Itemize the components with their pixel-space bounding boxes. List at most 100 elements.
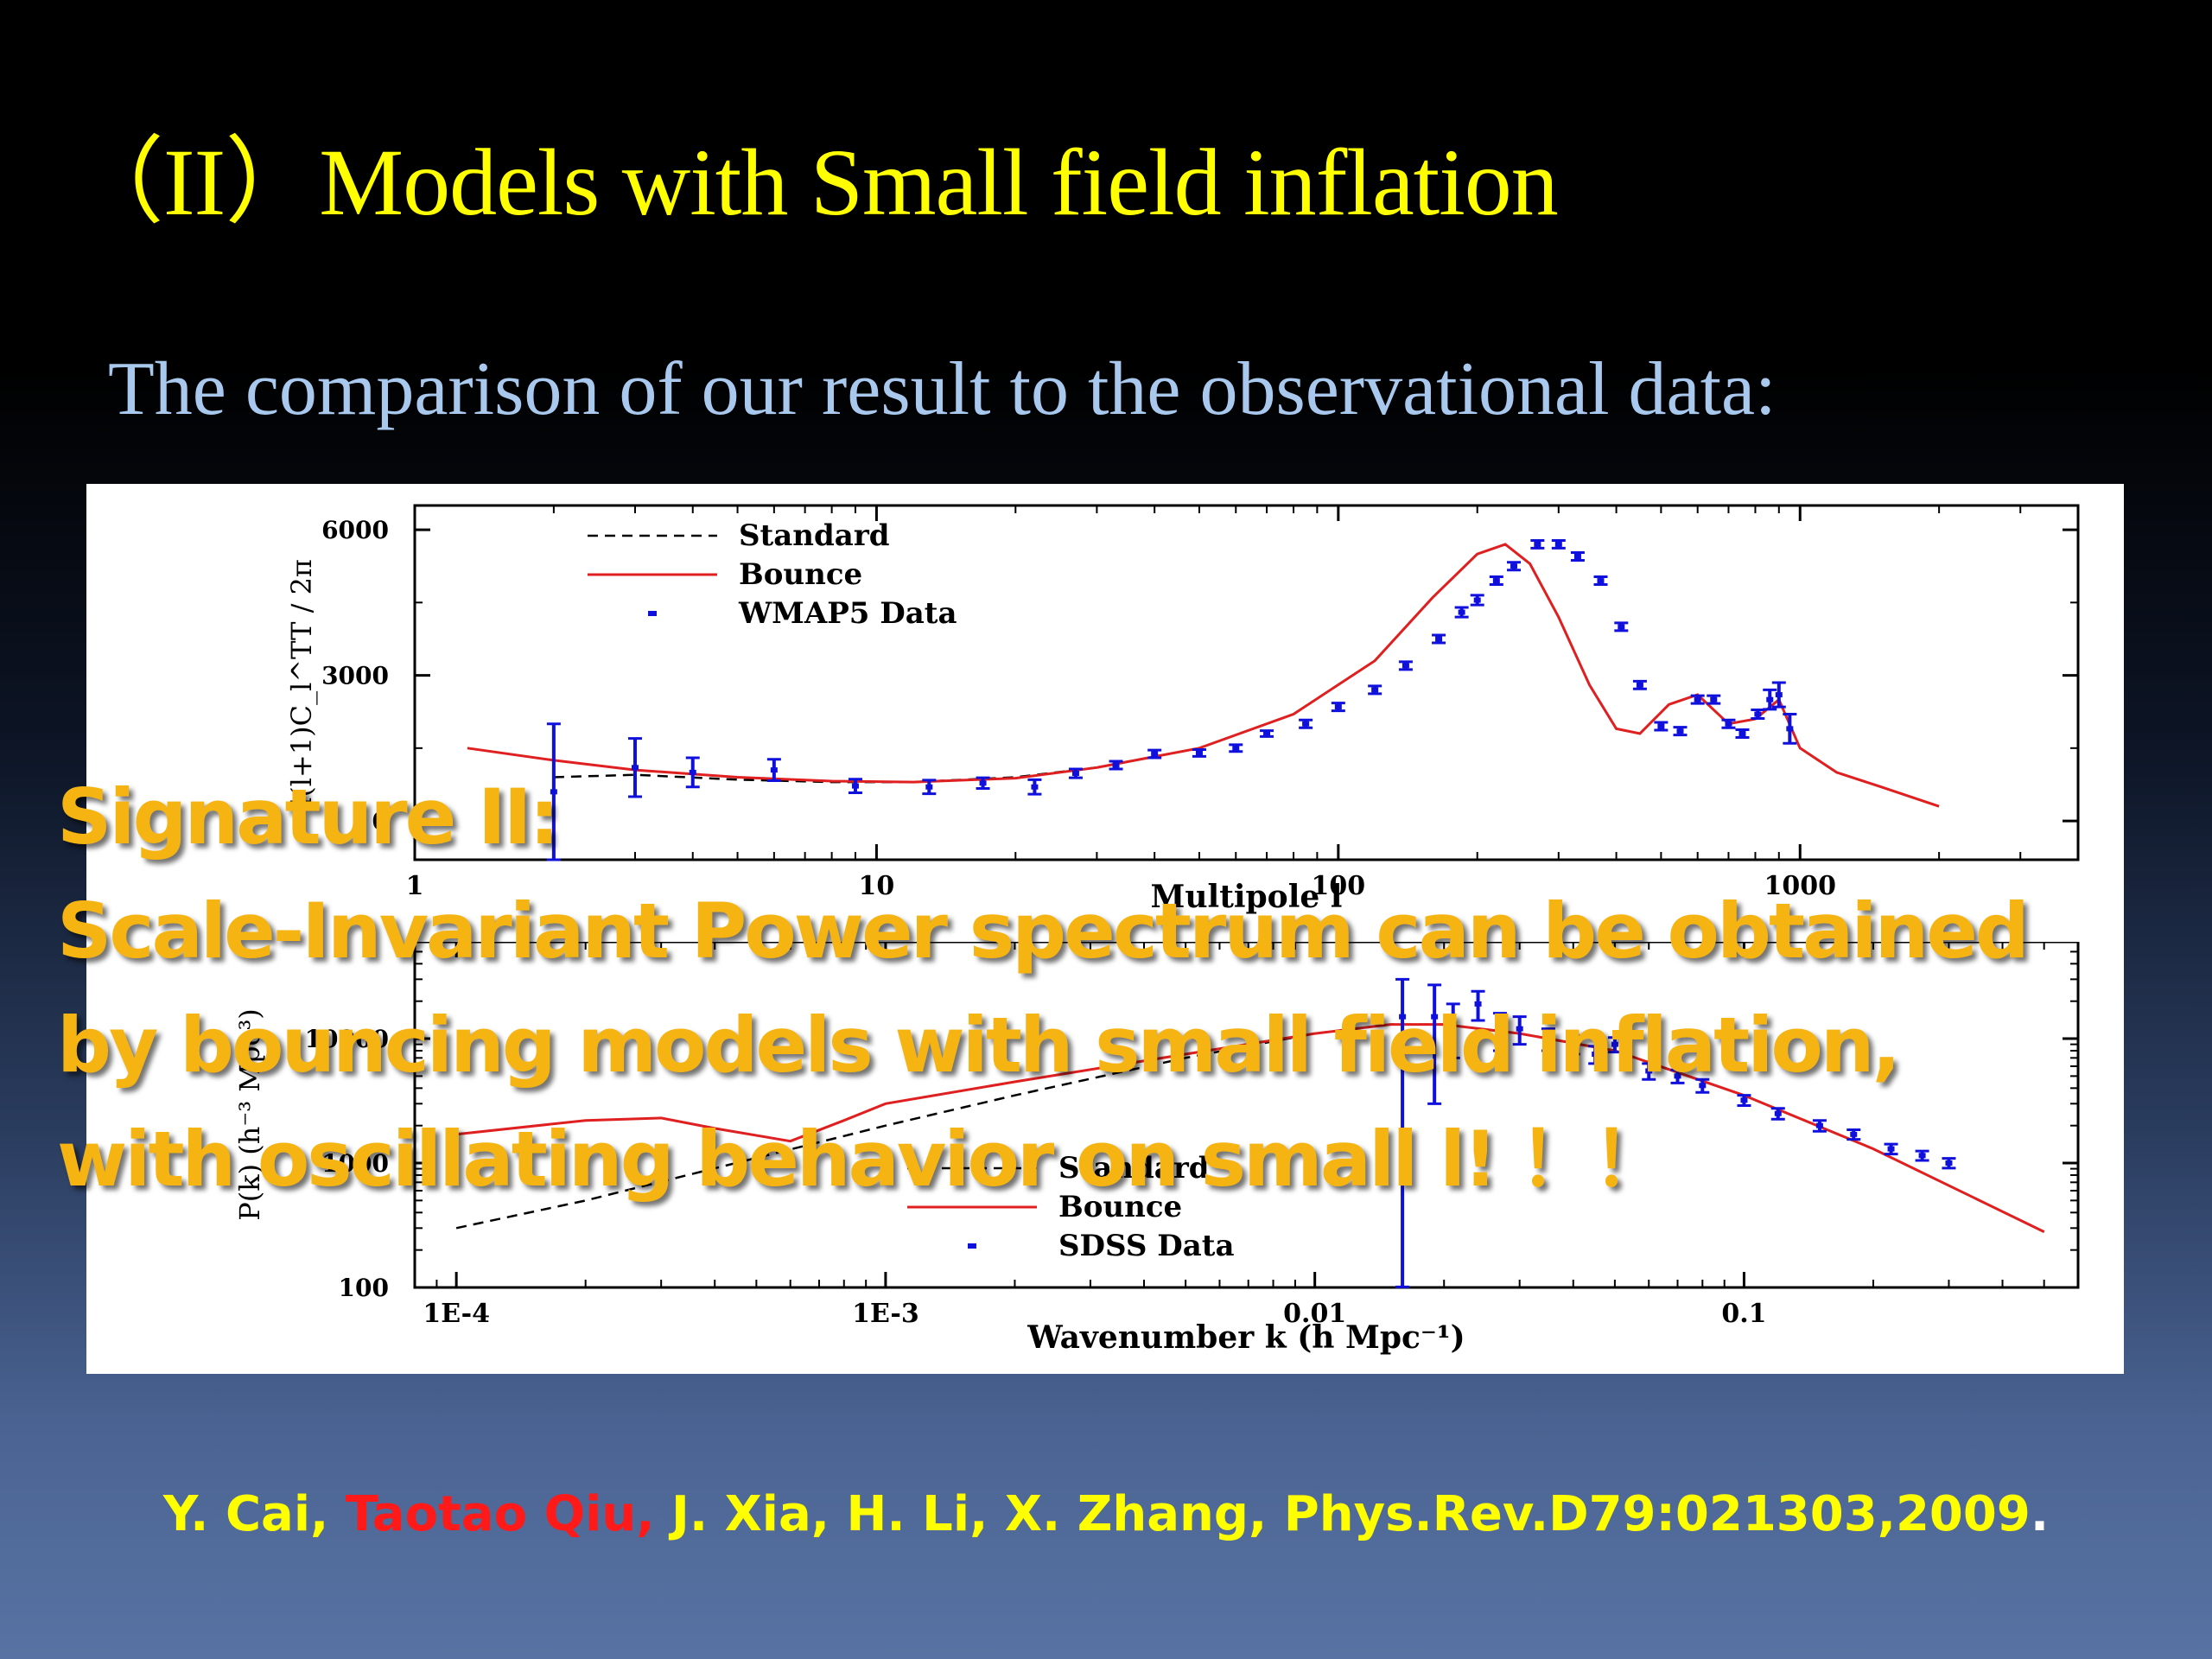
- data-point: [1232, 745, 1240, 751]
- data-point: [1674, 1073, 1681, 1079]
- legend-label: Bounce: [1058, 1190, 1182, 1224]
- citation: Y. Cai, Taotao Qiu, J. Xia, H. Li, X. Zh…: [0, 1486, 2212, 1542]
- data-point: [1918, 1153, 1926, 1159]
- data-point: [1887, 1146, 1895, 1152]
- data-point: [1945, 1160, 1953, 1166]
- data-point: [1618, 624, 1625, 630]
- data-point: [1676, 728, 1684, 734]
- data-point: [1031, 784, 1039, 790]
- plot-frame: [413, 504, 2080, 861]
- data-point: [1636, 682, 1643, 688]
- data-point: [1334, 704, 1342, 710]
- data-point: [1112, 762, 1120, 768]
- y-tick-label: 100: [339, 1274, 389, 1302]
- bounce-curve: [455, 1023, 2045, 1233]
- slide-title: （II）Models with Small field inflation: [69, 130, 1559, 235]
- data-point: [550, 789, 557, 795]
- legend-label: SDSS Data: [1058, 1229, 1235, 1263]
- legend-swatch-data: [968, 1243, 976, 1249]
- data-point: [1151, 751, 1159, 757]
- data-point: [1402, 663, 1409, 669]
- citation-highlight-author: Taotao Qiu,: [345, 1486, 655, 1542]
- y-axis-label: P(k) (h⁻³ Mpc³): [233, 1008, 266, 1221]
- x-tick-label: 1: [406, 871, 424, 901]
- figure-panel: 1 10 100 1000 0 3000 6000 Multipole l l(l+1)C_l^…: [86, 484, 2124, 1374]
- data-point: [1569, 1041, 1577, 1047]
- data-point: [1195, 750, 1203, 756]
- data-point: [1554, 541, 1562, 547]
- x-axis-label: Wavenumber k (h Mpc⁻¹): [1027, 1319, 1465, 1356]
- data-point: [1710, 696, 1718, 702]
- overlay-line: Signature II:: [57, 772, 560, 861]
- data-point: [1516, 1026, 1523, 1032]
- data-point: [1850, 1131, 1858, 1137]
- x-axis-label: Multipole l: [1151, 879, 1343, 915]
- data-point: [1775, 692, 1783, 698]
- data-point: [1496, 1026, 1503, 1032]
- y-tick-label: 1000: [321, 1149, 389, 1178]
- data-point: [851, 783, 859, 789]
- x-tick-label: 100: [1312, 871, 1366, 901]
- data-point: [1431, 1014, 1439, 1020]
- x-tick-label: 1000: [1764, 871, 1836, 901]
- data-point: [1645, 1068, 1653, 1074]
- slide-subtitle: The comparison of our result to the obse…: [108, 347, 1777, 431]
- data-point: [1534, 541, 1541, 547]
- citation-period: .: [2030, 1486, 2050, 1542]
- legend-label: WMAP5 Data: [738, 596, 957, 631]
- data-point: [979, 780, 987, 786]
- x-tick-label: 10: [859, 871, 895, 901]
- data-point: [1738, 730, 1746, 736]
- data-point: [631, 765, 639, 771]
- data-point: [1694, 696, 1701, 702]
- plot-frame: [413, 942, 2080, 1289]
- data-point: [1740, 1097, 1748, 1103]
- data-point: [1573, 553, 1581, 559]
- y-tick-label: 0: [372, 807, 389, 836]
- y-axis-label: l(l+1)C_l^TT / 2π: [285, 559, 318, 806]
- data-point: [1592, 1052, 1599, 1058]
- overlay-line: Scale-Invariant Power spectrum can be ob…: [57, 887, 2030, 976]
- legend-label: Standard: [739, 518, 890, 553]
- data-point: [1597, 578, 1605, 584]
- data-point: [1449, 1021, 1457, 1027]
- signature-overlay: Signature II: Scale-Invariant Power spec…: [57, 760, 2200, 1217]
- data-point: [1766, 696, 1774, 702]
- data-point: [1510, 563, 1518, 569]
- y-tick-label: 6000: [321, 516, 389, 544]
- data-point: [1435, 636, 1443, 642]
- data-point: [1492, 578, 1500, 584]
- y-tick-label: 3000: [321, 662, 389, 690]
- overlay-line: with oscillating behavior on small l! ！！: [57, 1115, 1669, 1204]
- legend-label: Standard: [1058, 1151, 1210, 1185]
- data-point: [1611, 1041, 1618, 1047]
- y-tick-label: 10000: [305, 1025, 389, 1053]
- data-point: [1699, 1083, 1707, 1089]
- data-point: [1725, 721, 1732, 727]
- data-point: [1544, 1036, 1552, 1042]
- data-point: [1786, 726, 1794, 732]
- data-point: [1754, 711, 1762, 717]
- data-point: [1263, 730, 1271, 736]
- overlay-line: by bouncing models with small field infl…: [57, 1001, 1901, 1090]
- data-point: [689, 769, 696, 775]
- data-point: [925, 784, 933, 790]
- data-point: [1473, 597, 1481, 603]
- data-point: [1657, 723, 1665, 729]
- x-tick-label: 0.01: [1283, 1299, 1346, 1329]
- x-tick-label: 0.1: [1721, 1299, 1766, 1329]
- matter-power-spectrum-chart: 1E-4 1E-3 0.01 0.1 100 1000 10000 Wavenumber k …: [233, 942, 2080, 1356]
- data-point: [1774, 1110, 1782, 1116]
- data-point: [1371, 687, 1379, 693]
- data-point: [1071, 771, 1079, 777]
- data-point: [770, 767, 778, 773]
- data-point: [1399, 1014, 1407, 1020]
- data-point: [1458, 609, 1465, 615]
- citation-authors: Y. Cai,: [162, 1486, 346, 1542]
- citation-reference: J. Xia, H. Li, X. Zhang, Phys.Rev.D79:02…: [654, 1486, 2031, 1542]
- legend-label: Bounce: [739, 557, 862, 592]
- data-point: [1474, 1001, 1482, 1007]
- x-tick-label: 1E-4: [423, 1299, 490, 1329]
- data-point: [1302, 721, 1310, 727]
- data-point: [1815, 1122, 1823, 1128]
